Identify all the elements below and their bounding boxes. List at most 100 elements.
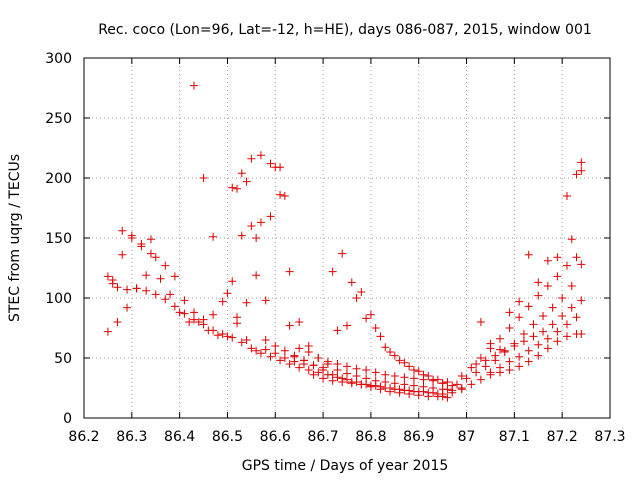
data-point — [515, 313, 524, 322]
data-point — [223, 332, 232, 341]
data-point — [266, 159, 275, 168]
data-point — [209, 232, 218, 241]
data-point — [553, 327, 562, 336]
x-tick-label: 87.2 — [547, 429, 578, 445]
data-point — [505, 366, 514, 374]
data-point — [534, 278, 543, 287]
data-point — [443, 385, 452, 394]
data-point — [491, 351, 500, 360]
data-point — [529, 320, 538, 329]
data-point — [438, 392, 447, 401]
data-point — [237, 231, 246, 240]
data-point — [390, 351, 399, 360]
data-point — [314, 354, 323, 362]
data-point — [443, 393, 452, 402]
x-tick-label: 86.5 — [212, 429, 243, 445]
data-point — [371, 368, 380, 377]
data-point — [280, 346, 289, 355]
data-point — [352, 294, 361, 302]
data-point — [266, 212, 275, 221]
data-point — [319, 366, 328, 374]
data-point — [189, 315, 198, 324]
data-point — [103, 272, 112, 281]
data-point — [271, 349, 280, 358]
data-point — [357, 288, 366, 296]
data-point — [295, 318, 304, 326]
data-point — [256, 218, 265, 227]
data-point — [553, 253, 562, 262]
data-point — [381, 370, 390, 379]
x-tick-label: 86.9 — [403, 429, 434, 445]
data-point — [166, 290, 175, 299]
data-point — [309, 361, 318, 370]
data-point — [381, 378, 390, 386]
data-point — [524, 357, 533, 366]
data-point — [567, 282, 576, 290]
data-point — [333, 326, 342, 335]
data-point — [237, 169, 246, 178]
data-point — [328, 370, 337, 379]
x-tick-label: 87 — [458, 429, 476, 445]
data-point — [457, 372, 466, 380]
data-point — [405, 362, 414, 371]
data-point — [409, 374, 418, 383]
data-point — [304, 348, 313, 356]
data-point — [285, 321, 294, 330]
data-point — [261, 336, 270, 344]
data-point — [496, 334, 505, 343]
data-point — [577, 260, 586, 269]
data-point — [233, 313, 242, 322]
data-point — [519, 330, 528, 338]
y-tick-labels: 0 50 100 150 200 250 300 — [45, 51, 72, 427]
data-point — [429, 375, 438, 384]
data-point — [405, 390, 414, 398]
data-point — [199, 174, 208, 182]
data-point — [505, 357, 514, 366]
data-point — [562, 192, 571, 200]
x-tick-label: 87.1 — [499, 429, 530, 445]
y-tick-label: 250 — [45, 111, 72, 127]
data-point — [266, 352, 275, 361]
data-point — [175, 308, 184, 317]
data-point — [472, 360, 481, 368]
data-point — [467, 363, 476, 372]
data-point — [223, 289, 232, 298]
data-point — [276, 356, 285, 365]
data-point — [376, 332, 385, 341]
data-point — [539, 312, 548, 320]
data-point — [409, 366, 418, 374]
data-point — [476, 318, 485, 326]
data-point — [108, 276, 117, 284]
data-point — [400, 373, 409, 382]
data-point — [476, 375, 485, 384]
data-point — [343, 321, 351, 330]
data-point — [386, 387, 395, 396]
data-point — [261, 345, 270, 354]
x-tick-label: 86.8 — [355, 429, 386, 445]
data-point — [534, 340, 543, 349]
data-point — [562, 320, 571, 329]
data-point — [429, 384, 438, 392]
data-point — [247, 222, 256, 230]
data-point — [390, 379, 399, 388]
data-point — [438, 379, 447, 388]
data-point — [256, 349, 265, 358]
data-point — [276, 190, 285, 199]
data-point — [524, 346, 533, 355]
data-point — [558, 294, 567, 302]
data-point — [247, 344, 256, 353]
data-point — [395, 388, 404, 397]
data-point — [572, 253, 581, 262]
data-point — [400, 380, 409, 389]
data-point — [142, 271, 151, 280]
data-point — [228, 277, 237, 286]
data-point — [228, 333, 237, 342]
data-point — [562, 332, 571, 341]
data-point — [142, 286, 151, 295]
data-point — [218, 297, 227, 306]
data-point — [553, 337, 562, 346]
data-point — [409, 381, 418, 390]
data-point — [539, 327, 548, 336]
data-point — [170, 272, 179, 281]
y-tick-label: 200 — [45, 171, 72, 187]
